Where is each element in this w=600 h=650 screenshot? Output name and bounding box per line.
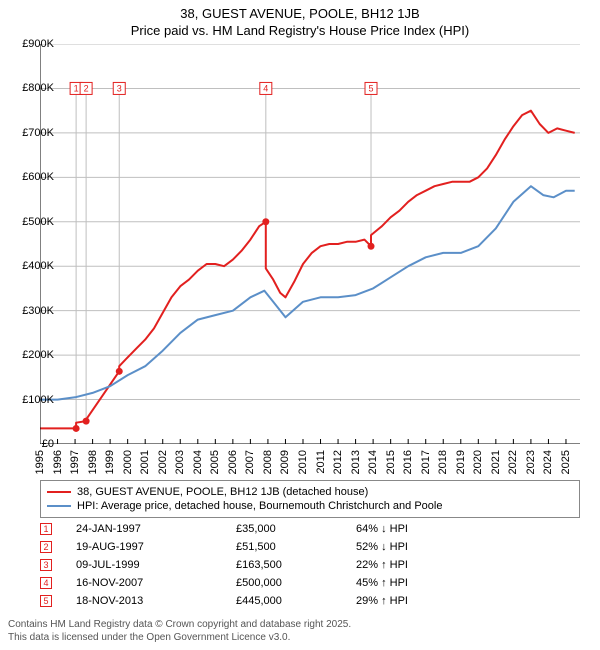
sale-hpi-diff: 22% ↑ HPI — [356, 559, 476, 571]
x-tick-label: 2011 — [315, 450, 327, 474]
sale-hpi-diff: 64% ↓ HPI — [356, 523, 476, 535]
x-tick-label: 2019 — [455, 450, 467, 474]
x-tick-label: 2004 — [192, 450, 204, 474]
y-tick-label: £900K — [4, 38, 54, 50]
x-tick-label: 2018 — [437, 450, 449, 474]
sale-price: £51,500 — [236, 541, 356, 553]
y-tick-label: £700K — [4, 127, 54, 139]
sales-table: 1 24-JAN-1997£35,00064% ↓ HPI 2 19-AUG-1997… — [40, 520, 580, 610]
y-tick-label: £500K — [4, 216, 54, 228]
sale-row: 5 18-NOV-2013£445,00029% ↑ HPI — [40, 592, 580, 610]
x-tick-label: 2025 — [560, 450, 572, 474]
y-tick-label: £400K — [4, 260, 54, 272]
x-tick-label: 2002 — [157, 450, 169, 474]
sale-date: 18-NOV-2013 — [76, 595, 236, 607]
x-tick-label: 2006 — [227, 450, 239, 474]
x-tick-label: 2014 — [367, 450, 379, 474]
x-tick-label: 2017 — [420, 450, 432, 474]
svg-text:5: 5 — [369, 83, 374, 93]
legend-item: 38, GUEST AVENUE, POOLE, BH12 1JB (detac… — [47, 485, 573, 499]
sale-date: 19-AUG-1997 — [76, 541, 236, 553]
y-tick-label: £0 — [4, 438, 54, 450]
title-address: 38, GUEST AVENUE, POOLE, BH12 1JB — [0, 6, 600, 23]
legend-item: HPI: Average price, detached house, Bour… — [47, 499, 573, 513]
sale-marker-box: 3 — [40, 559, 52, 571]
footer-attribution: Contains HM Land Registry data © Crown c… — [8, 619, 351, 644]
sale-marker-box: 4 — [40, 577, 52, 589]
legend-swatch — [47, 505, 71, 507]
sale-price: £35,000 — [236, 523, 356, 535]
y-tick-label: £600K — [4, 171, 54, 183]
x-tick-label: 1999 — [104, 450, 116, 474]
x-tick-label: 2007 — [244, 450, 256, 474]
x-tick-label: 2024 — [542, 450, 554, 474]
x-tick-label: 2010 — [297, 450, 309, 474]
sale-date: 09-JUL-1999 — [76, 559, 236, 571]
x-tick-label: 2015 — [385, 450, 397, 474]
x-tick-label: 1998 — [87, 450, 99, 474]
x-tick-label: 2000 — [122, 450, 134, 474]
sale-row: 2 19-AUG-1997£51,50052% ↓ HPI — [40, 538, 580, 556]
sale-marker-box: 2 — [40, 541, 52, 553]
svg-text:1: 1 — [74, 83, 79, 93]
x-tick-label: 2020 — [472, 450, 484, 474]
sale-date: 16-NOV-2007 — [76, 577, 236, 589]
x-tick-label: 1996 — [52, 450, 64, 474]
x-tick-label: 2021 — [490, 450, 502, 474]
footer-line2: This data is licensed under the Open Gov… — [8, 632, 351, 645]
x-tick-label: 2012 — [332, 450, 344, 474]
x-tick-label: 1997 — [69, 450, 81, 474]
sale-price: £445,000 — [236, 595, 356, 607]
sale-hpi-diff: 45% ↑ HPI — [356, 577, 476, 589]
sale-marker-box: 1 — [40, 523, 52, 535]
x-tick-label: 2008 — [262, 450, 274, 474]
y-tick-label: £300K — [4, 305, 54, 317]
svg-text:3: 3 — [117, 83, 122, 93]
legend-label: 38, GUEST AVENUE, POOLE, BH12 1JB (detac… — [77, 486, 368, 498]
legend: 38, GUEST AVENUE, POOLE, BH12 1JB (detac… — [40, 480, 580, 518]
x-tick-label: 2023 — [525, 450, 537, 474]
y-tick-label: £200K — [4, 349, 54, 361]
sale-row: 4 16-NOV-2007£500,00045% ↑ HPI — [40, 574, 580, 592]
sale-hpi-diff: 52% ↓ HPI — [356, 541, 476, 553]
x-tick-label: 2022 — [507, 450, 519, 474]
x-tick-label: 2016 — [402, 450, 414, 474]
sale-price: £500,000 — [236, 577, 356, 589]
chart-svg: 12 3 4 5 — [40, 44, 580, 444]
x-tick-label: 2001 — [139, 450, 151, 474]
sale-row: 3 09-JUL-1999£163,50022% ↑ HPI — [40, 556, 580, 574]
x-tick-label: 2005 — [209, 450, 221, 474]
y-tick-label: £100K — [4, 394, 54, 406]
x-tick-label: 2009 — [279, 450, 291, 474]
sale-date: 24-JAN-1997 — [76, 523, 236, 535]
x-tick-label: 1995 — [34, 450, 46, 474]
title-subtitle: Price paid vs. HM Land Registry's House … — [0, 23, 600, 40]
sale-row: 1 24-JAN-1997£35,00064% ↓ HPI — [40, 520, 580, 538]
sale-marker-box: 5 — [40, 595, 52, 607]
sale-price: £163,500 — [236, 559, 356, 571]
footer-line1: Contains HM Land Registry data © Crown c… — [8, 619, 351, 632]
x-tick-label: 2013 — [350, 450, 362, 474]
svg-text:4: 4 — [263, 83, 268, 93]
chart-container: 38, GUEST AVENUE, POOLE, BH12 1JB Price … — [0, 0, 600, 650]
legend-label: HPI: Average price, detached house, Bour… — [77, 500, 442, 512]
sale-hpi-diff: 29% ↑ HPI — [356, 595, 476, 607]
title-block: 38, GUEST AVENUE, POOLE, BH12 1JB Price … — [0, 0, 600, 40]
legend-swatch — [47, 491, 71, 493]
y-tick-label: £800K — [4, 82, 54, 94]
svg-text:2: 2 — [84, 83, 89, 93]
x-tick-label: 2003 — [174, 450, 186, 474]
